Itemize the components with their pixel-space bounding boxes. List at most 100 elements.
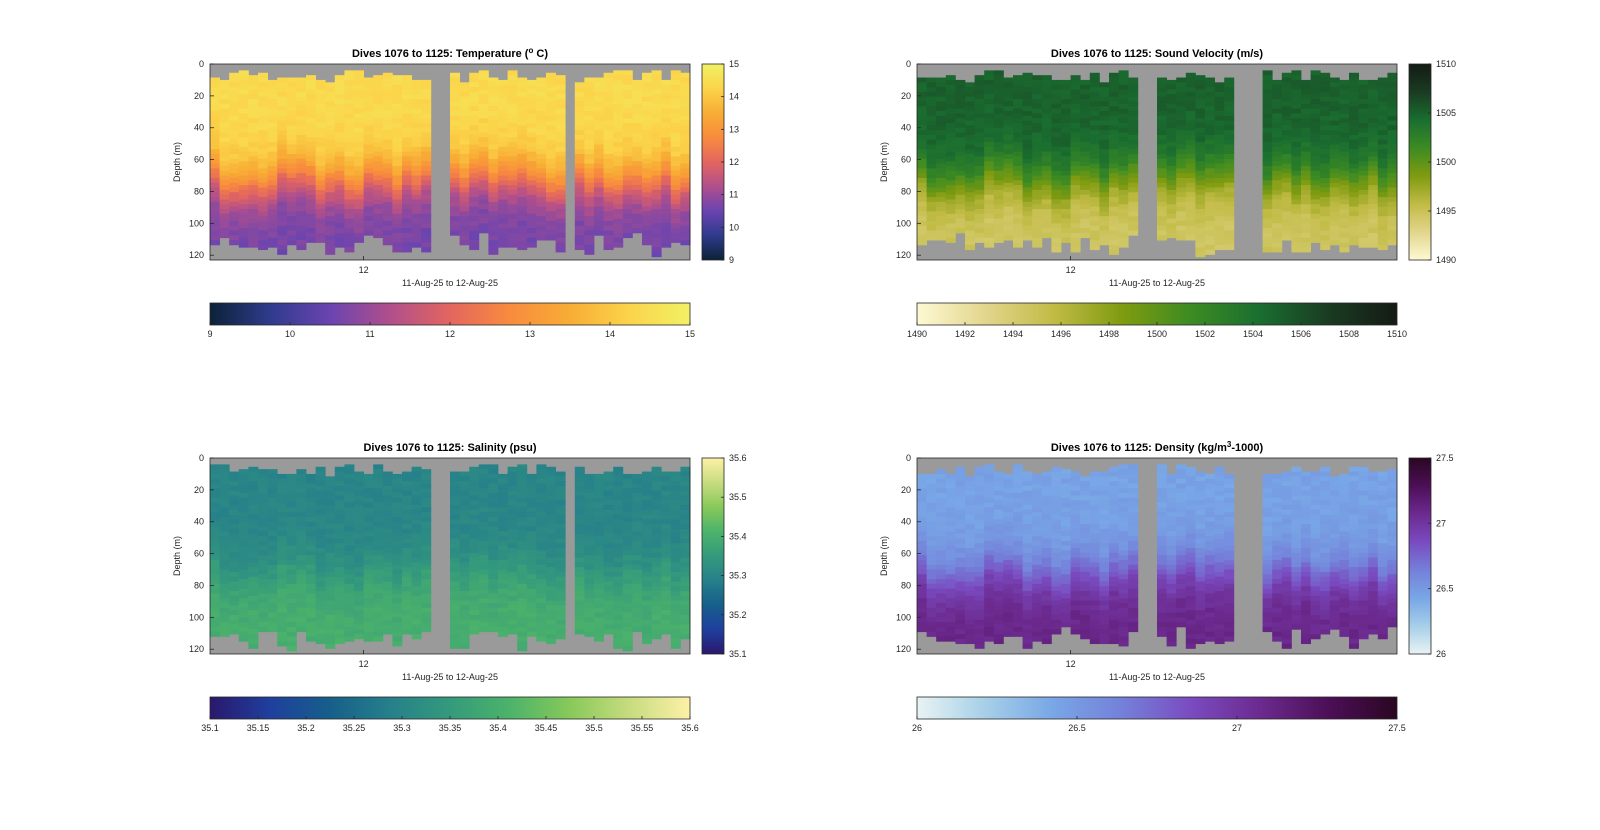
heatmap-cell bbox=[277, 516, 288, 523]
heatmap-cell bbox=[334, 99, 345, 105]
heatmap-cell bbox=[1080, 165, 1091, 172]
heatmap-cell bbox=[1205, 225, 1215, 231]
heatmap-cell bbox=[555, 108, 566, 114]
heatmap-cell bbox=[450, 134, 460, 141]
heatmap-cell bbox=[526, 113, 537, 119]
heatmap-cell bbox=[1368, 127, 1379, 133]
heatmap-cell bbox=[526, 232, 537, 239]
heatmap-cell bbox=[354, 218, 364, 224]
heatmap-cell bbox=[1157, 130, 1167, 136]
heatmap-cell bbox=[1070, 247, 1081, 253]
heatmap-cell bbox=[258, 478, 268, 484]
heatmap-cell bbox=[594, 96, 604, 102]
heatmap-cell bbox=[450, 144, 460, 150]
heatmap-cell bbox=[315, 170, 326, 176]
heatmap-cell bbox=[507, 490, 518, 496]
heatmap-cell bbox=[917, 163, 927, 169]
heatmap-cell bbox=[296, 130, 307, 136]
heatmap-cell bbox=[354, 118, 364, 124]
heatmap-cell bbox=[402, 180, 412, 186]
heatmap-cell bbox=[945, 237, 956, 243]
heatmap-cell bbox=[1272, 228, 1283, 234]
heatmap-cell bbox=[334, 476, 345, 482]
heatmap-cell bbox=[1301, 185, 1311, 191]
heatmap-cell bbox=[1339, 122, 1350, 129]
heatmap-cell bbox=[526, 550, 537, 556]
heatmap-cell bbox=[1157, 115, 1167, 121]
heatmap-cell bbox=[248, 170, 259, 176]
heatmap-cell bbox=[219, 550, 230, 556]
heatmap-cell bbox=[382, 610, 393, 616]
heatmap-cell bbox=[459, 476, 470, 482]
heatmap-cell bbox=[651, 614, 662, 621]
heatmap-cell bbox=[1166, 122, 1177, 129]
heatmap-cell bbox=[286, 555, 297, 561]
heatmap-cell bbox=[651, 533, 662, 539]
heatmap-cell bbox=[267, 555, 278, 561]
heatmap-cell bbox=[574, 211, 585, 217]
heatmap-cell bbox=[1301, 199, 1311, 205]
heatmap-cell bbox=[373, 180, 384, 186]
heatmap-cell bbox=[1176, 187, 1187, 193]
heatmap-cell bbox=[613, 505, 624, 511]
heatmap-cell bbox=[478, 516, 489, 523]
heatmap-cell bbox=[325, 538, 336, 544]
heatmap-cell bbox=[1032, 94, 1043, 100]
heatmap-cell bbox=[1301, 237, 1311, 243]
heatmap-cell bbox=[382, 619, 393, 625]
heatmap-cell bbox=[1291, 223, 1302, 229]
heatmap-cell bbox=[584, 249, 595, 255]
chart-title: Dives 1076 to 1125: Sound Velocity (m/s) bbox=[1051, 48, 1263, 60]
heatmap-cell bbox=[526, 228, 537, 234]
heatmap-cell bbox=[267, 603, 278, 609]
heatmap-cell bbox=[1377, 111, 1388, 117]
heatmap-cell bbox=[1214, 182, 1225, 188]
heatmap-cell bbox=[488, 240, 499, 246]
heatmap-cell bbox=[229, 201, 240, 208]
heatmap-cell bbox=[632, 550, 643, 556]
heatmap-cell bbox=[373, 185, 384, 191]
heatmap-cell bbox=[1301, 223, 1311, 229]
heatmap-cell bbox=[219, 559, 230, 566]
heatmap-cell bbox=[1051, 103, 1062, 110]
heatmap-cell bbox=[584, 139, 595, 145]
heatmap-cell bbox=[536, 149, 547, 155]
heatmap-cell bbox=[603, 543, 614, 549]
heatmap-cell bbox=[1205, 201, 1215, 208]
heatmap-cell bbox=[526, 473, 537, 480]
heatmap-cell bbox=[382, 154, 393, 160]
heatmap-cell bbox=[517, 187, 528, 193]
heatmap-cell bbox=[1377, 144, 1388, 150]
heatmap-cell bbox=[450, 581, 460, 587]
heatmap-cell bbox=[488, 469, 499, 475]
heatmap-cell bbox=[945, 223, 956, 229]
heatmap-cell bbox=[1128, 168, 1139, 174]
heatmap-cell bbox=[594, 87, 604, 93]
heatmap-cell bbox=[248, 571, 259, 578]
heatmap-cell bbox=[584, 483, 595, 489]
heatmap-cell bbox=[238, 579, 249, 585]
heatmap-cell bbox=[1214, 158, 1225, 164]
heatmap-cell bbox=[993, 189, 1004, 196]
heatmap-cell bbox=[488, 173, 499, 179]
heatmap-cell bbox=[1099, 134, 1110, 141]
heatmap-cell bbox=[1272, 142, 1283, 148]
heatmap-cell bbox=[1301, 170, 1311, 176]
heatmap-cell bbox=[392, 170, 403, 176]
heatmap-cell bbox=[1272, 146, 1283, 153]
heatmap-cell bbox=[574, 149, 585, 155]
heatmap-cell bbox=[926, 168, 937, 174]
heatmap-cell bbox=[1195, 237, 1206, 243]
heatmap-cell bbox=[392, 473, 403, 480]
heatmap-cell bbox=[926, 177, 937, 184]
heatmap-cell bbox=[267, 232, 278, 239]
heatmap-cell bbox=[459, 643, 470, 649]
heatmap-cell bbox=[594, 158, 604, 164]
heatmap-cell bbox=[459, 201, 470, 208]
heatmap-cell bbox=[1329, 177, 1340, 184]
heatmap-cell bbox=[210, 626, 220, 633]
heatmap-cell bbox=[1003, 216, 1014, 222]
heatmap-cell bbox=[277, 201, 288, 208]
heatmap-cell bbox=[1099, 115, 1110, 121]
heatmap-cell bbox=[248, 638, 259, 645]
